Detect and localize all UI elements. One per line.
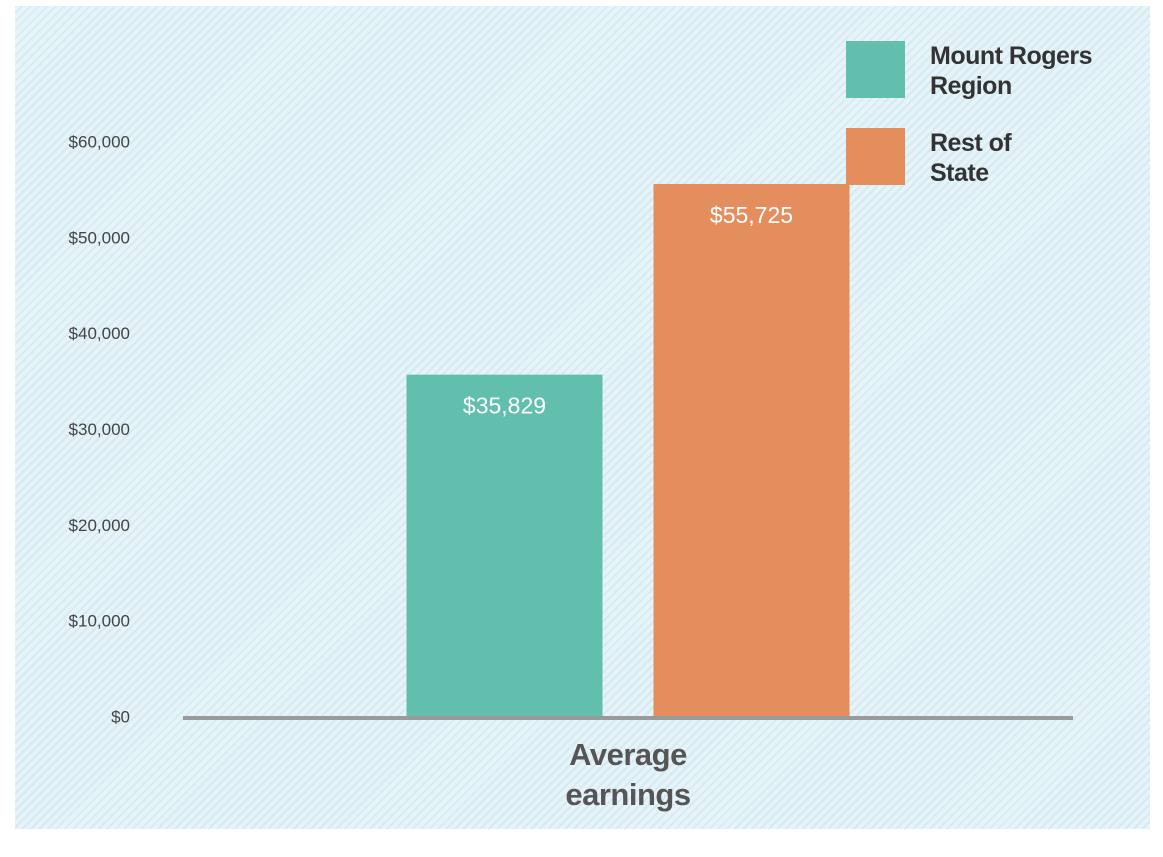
legend-label: Mount Rogers Region: [930, 42, 1093, 100]
y-tick-label: $20,000: [69, 516, 130, 535]
y-tick-label: $40,000: [69, 324, 130, 343]
y-tick-label: $0: [111, 707, 130, 726]
y-tick-label: $10,000: [69, 612, 130, 631]
bar: [406, 374, 603, 718]
legend-swatch: [846, 41, 905, 98]
legend-label: Rest of State: [930, 129, 1012, 187]
bar: [653, 183, 850, 718]
y-tick-label: $50,000: [69, 228, 130, 247]
value-label: $55,725: [710, 202, 793, 228]
y-tick-label: $60,000: [69, 132, 130, 151]
x-tick-label: Average earnings: [565, 737, 691, 812]
legend-swatch: [846, 128, 905, 185]
y-tick-label: $30,000: [69, 420, 130, 439]
value-label: $35,829: [463, 393, 546, 419]
